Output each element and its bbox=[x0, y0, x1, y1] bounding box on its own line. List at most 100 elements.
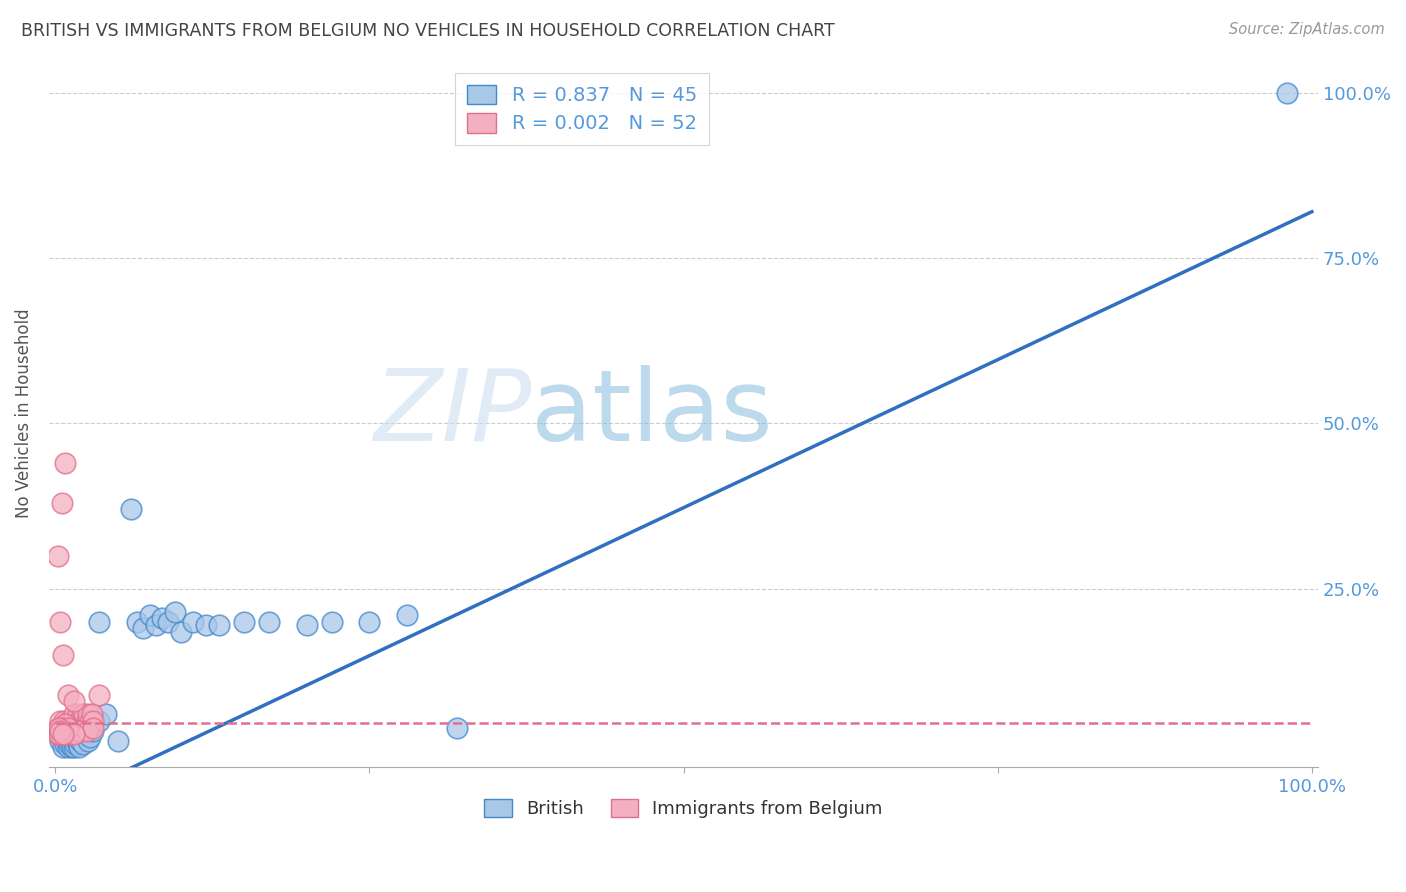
Point bbox=[65, 737, 87, 751]
Point bbox=[52, 727, 75, 741]
Text: ZIP: ZIP bbox=[373, 365, 531, 462]
Point bbox=[80, 707, 103, 722]
Point bbox=[321, 615, 343, 629]
Point bbox=[66, 737, 89, 751]
Point bbox=[1275, 86, 1298, 100]
Point bbox=[55, 727, 77, 741]
Point bbox=[70, 707, 93, 722]
Point bbox=[62, 731, 84, 745]
Point bbox=[52, 648, 75, 662]
Point bbox=[163, 605, 186, 619]
Point bbox=[58, 737, 80, 751]
Point bbox=[183, 615, 205, 629]
Point bbox=[257, 615, 280, 629]
Point bbox=[52, 740, 75, 755]
Point bbox=[67, 740, 90, 755]
Point bbox=[66, 723, 89, 738]
Y-axis label: No Vehicles in Household: No Vehicles in Household bbox=[15, 309, 32, 518]
Point bbox=[51, 721, 73, 735]
Point bbox=[53, 456, 76, 470]
Point bbox=[72, 714, 94, 728]
Point bbox=[56, 740, 79, 755]
Point bbox=[65, 714, 87, 728]
Point bbox=[73, 707, 96, 722]
Point bbox=[51, 721, 73, 735]
Point bbox=[75, 727, 97, 741]
Point bbox=[63, 694, 86, 708]
Point bbox=[53, 714, 76, 728]
Point bbox=[60, 721, 83, 735]
Point bbox=[89, 615, 111, 629]
Point bbox=[94, 707, 117, 722]
Point bbox=[66, 707, 89, 722]
Point bbox=[59, 727, 82, 741]
Point bbox=[53, 737, 76, 751]
Point bbox=[89, 714, 111, 728]
Point bbox=[82, 721, 104, 735]
Point bbox=[295, 618, 318, 632]
Text: atlas: atlas bbox=[531, 365, 773, 462]
Point bbox=[107, 733, 129, 747]
Point bbox=[48, 727, 70, 741]
Point bbox=[82, 714, 104, 728]
Point bbox=[48, 721, 70, 735]
Point bbox=[150, 611, 173, 625]
Point bbox=[56, 688, 79, 702]
Point bbox=[170, 624, 193, 639]
Point bbox=[53, 717, 76, 731]
Point bbox=[77, 721, 100, 735]
Point bbox=[49, 733, 72, 747]
Point bbox=[49, 615, 72, 629]
Point bbox=[132, 621, 155, 635]
Point bbox=[60, 740, 83, 755]
Point bbox=[120, 502, 142, 516]
Point bbox=[53, 727, 76, 741]
Point bbox=[59, 733, 82, 747]
Point bbox=[45, 727, 67, 741]
Point bbox=[207, 618, 229, 632]
Point bbox=[59, 721, 82, 735]
Point bbox=[63, 740, 86, 755]
Point bbox=[62, 714, 84, 728]
Point bbox=[79, 714, 101, 728]
Point bbox=[77, 707, 100, 722]
Point bbox=[446, 721, 468, 735]
Point bbox=[138, 608, 160, 623]
Point bbox=[55, 731, 77, 745]
Point bbox=[52, 727, 75, 741]
Point bbox=[53, 721, 76, 735]
Point bbox=[232, 615, 254, 629]
Point bbox=[56, 721, 79, 735]
Point bbox=[75, 721, 97, 735]
Text: Source: ZipAtlas.com: Source: ZipAtlas.com bbox=[1229, 22, 1385, 37]
Point bbox=[89, 688, 111, 702]
Point bbox=[51, 496, 73, 510]
Point bbox=[69, 714, 91, 728]
Point bbox=[77, 733, 100, 747]
Point bbox=[65, 733, 87, 747]
Point bbox=[46, 549, 69, 563]
Point bbox=[76, 723, 98, 738]
Point bbox=[145, 618, 167, 632]
Point bbox=[69, 723, 91, 738]
Point bbox=[82, 723, 104, 738]
Legend: British, Immigrants from Belgium: British, Immigrants from Belgium bbox=[477, 792, 890, 825]
Point bbox=[65, 721, 87, 735]
Point bbox=[125, 615, 148, 629]
Point bbox=[63, 707, 86, 722]
Point bbox=[67, 721, 90, 735]
Point bbox=[58, 714, 80, 728]
Point bbox=[46, 721, 69, 735]
Point bbox=[72, 737, 94, 751]
Point bbox=[63, 727, 86, 741]
Point bbox=[396, 608, 419, 623]
Point bbox=[49, 714, 72, 728]
Point bbox=[56, 721, 79, 735]
Point bbox=[49, 723, 72, 738]
Point bbox=[76, 714, 98, 728]
Point bbox=[157, 615, 180, 629]
Point bbox=[79, 731, 101, 745]
Point bbox=[195, 618, 218, 632]
Point bbox=[359, 615, 381, 629]
Point bbox=[48, 727, 70, 741]
